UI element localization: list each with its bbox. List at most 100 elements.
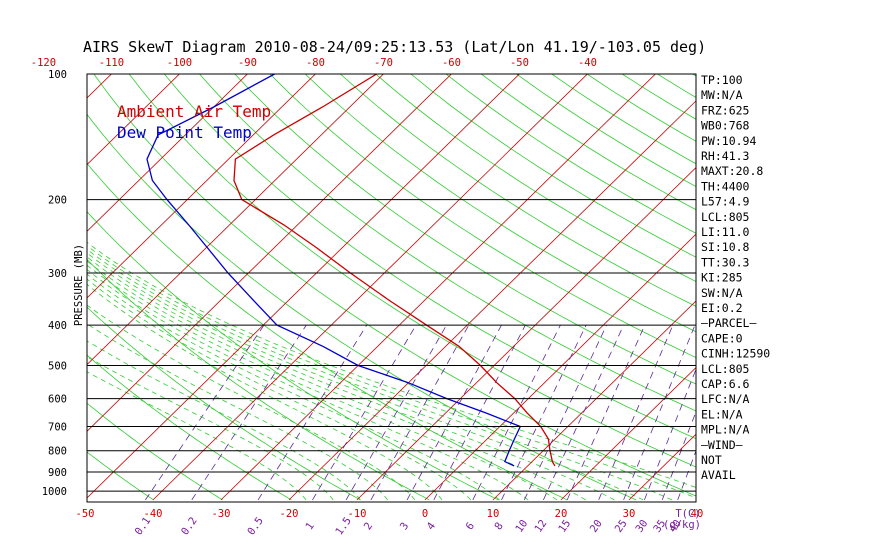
index-entry: EI:0.2 — [701, 301, 743, 315]
mixing-ratio-line — [598, 324, 674, 501]
mixing-ratio-tick: 30 — [633, 518, 650, 535]
pressure-tick-label: 600 — [48, 394, 67, 406]
index-entry: MAXT:20.8 — [701, 164, 763, 178]
index-entry: TP:100 — [701, 73, 743, 87]
index-entry: TT:30.3 — [701, 255, 750, 269]
isotherm-line — [0, 65, 53, 500]
dry-adiabat-line — [163, 74, 696, 440]
bottom-temp-tick-label: -40 — [144, 508, 163, 520]
mixing-ratio-tick-label: 0.2 — [179, 515, 200, 537]
pressure-tick-label: 200 — [48, 195, 67, 207]
chart-title: AIRS SkewT Diagram 2010-08-24/09:25:13.5… — [83, 38, 706, 56]
isotherm-line — [87, 74, 248, 232]
mixing-ratio-tick: 4 — [425, 520, 438, 532]
top-temp-tick-label: -90 — [238, 57, 257, 69]
index-entry: MPL:N/A — [701, 423, 750, 437]
index-entry: KI:285 — [701, 271, 743, 285]
y-axis-label: PRESSURE (MB) — [73, 244, 85, 326]
pressure-tick-label: 400 — [48, 320, 67, 332]
mixing-ratio-tick: 35 — [651, 518, 668, 535]
moist-adiabat-line — [87, 264, 558, 501]
dry-adiabat-line — [87, 113, 637, 501]
moist-adiabat-line — [87, 371, 307, 501]
dry-adiabat-line — [87, 451, 154, 501]
index-entry: WB0:768 — [701, 119, 750, 133]
mixing-ratio-tick-label: 20 — [588, 518, 605, 535]
mixing-ratio-line — [312, 324, 417, 501]
bottom-temp-tick-label: 20 — [555, 508, 568, 520]
moist-adiabat-line — [87, 248, 673, 501]
mixing-ratio-tick: 12 — [532, 518, 549, 535]
index-entry: LCL:805 — [701, 210, 749, 224]
top-temp-tick-label: -50 — [510, 57, 529, 69]
isotherm-line — [288, 100, 696, 501]
mixing-ratio-tick: 40 — [667, 518, 684, 535]
moist-adiabat-line — [87, 273, 500, 501]
mixing-ratio-line — [623, 324, 696, 501]
mixing-ratio-line — [191, 324, 307, 501]
top-temp-tick-label: -40 — [578, 57, 597, 69]
dry-adiabat-line — [410, 74, 696, 258]
index-entry: LI:11.0 — [701, 225, 750, 239]
index-entry: LFC:N/A — [701, 392, 750, 406]
index-entry: NOT — [701, 453, 722, 467]
isotherm-line — [87, 74, 316, 299]
top-temp-tick-label: -60 — [442, 57, 461, 69]
index-entry: EL:N/A — [701, 407, 743, 421]
mixing-ratio-line — [523, 324, 607, 501]
bottom-temp-tick-label: 40 — [691, 508, 704, 520]
top-temp-tick-label: -70 — [374, 57, 393, 69]
dry-adiabat-line — [87, 402, 223, 501]
mixing-ratio-line — [433, 324, 526, 501]
moist-adiabat-line — [87, 356, 334, 501]
dry-adiabat-line — [0, 74, 16, 500]
index-entry: L57:4.9 — [701, 195, 750, 209]
index-entry: SW:N/A — [701, 286, 743, 300]
mixing-ratio-tick-label: 2 — [362, 520, 375, 532]
isotherm-line — [87, 74, 520, 499]
moist-adiabat-line — [87, 252, 644, 501]
index-entry: TH:4400 — [701, 179, 750, 193]
dry-adiabat-line — [87, 258, 430, 501]
pressure-tick-label: 500 — [48, 361, 67, 373]
index-entry: CINH:12590 — [701, 347, 770, 361]
dry-adiabat-line — [0, 74, 85, 500]
top-temp-tick-label: -110 — [99, 57, 124, 69]
pressure-tick-label: 900 — [48, 467, 67, 479]
bottom-temp-tick-label: -20 — [280, 508, 299, 520]
pressure-tick-label: 100 — [48, 69, 67, 81]
pressure-tick-label: 300 — [48, 268, 67, 280]
isotherm-line — [765, 65, 870, 500]
dry-adiabat-line — [87, 162, 568, 501]
pressure-tick-label: 700 — [48, 421, 67, 433]
dry-adiabat-line — [87, 354, 292, 501]
mixing-ratio-tick-label: 1 — [303, 520, 316, 532]
mixing-ratio-tick-label: 30 — [633, 518, 650, 535]
dry-adiabat-line — [87, 211, 499, 501]
bottom-temp-tick-label: 10 — [487, 508, 500, 520]
index-entry: LCL:805 — [701, 362, 749, 376]
bottom-axis-unit: T(C) — [675, 508, 700, 520]
top-temp-tick-label: -80 — [306, 57, 325, 69]
dry-adiabat-line — [375, 74, 696, 282]
moist-adiabat-line — [87, 340, 361, 501]
isotherm-line — [356, 166, 696, 501]
plot-frame — [86, 73, 697, 503]
index-entry: PW:10.94 — [701, 134, 756, 148]
moist-adiabat-line — [87, 256, 615, 501]
mixing-ratio-tick-label: 35 — [651, 518, 668, 535]
dry-adiabat-line — [763, 74, 870, 500]
isotherm-line — [492, 300, 696, 501]
dry-adiabat-line — [269, 74, 696, 359]
isotherm-line — [220, 74, 656, 501]
dry-adiabat-line — [93, 74, 696, 497]
ambient-temp-line — [233, 74, 556, 467]
mixing-ratio-line — [501, 324, 587, 501]
mixing-ratio-tick-label: 40 — [667, 518, 684, 535]
isotherm-line — [424, 233, 696, 501]
index-entry: SI:10.8 — [701, 240, 750, 254]
index-entry: CAPE:0 — [701, 331, 743, 345]
